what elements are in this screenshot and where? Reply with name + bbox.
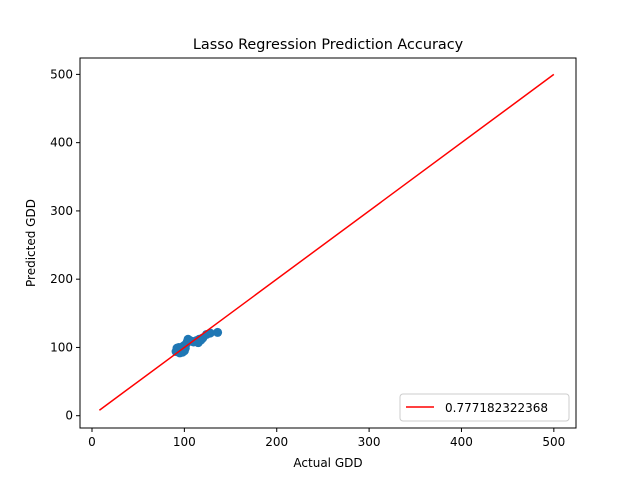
plot-frame	[79, 57, 577, 429]
y-tick-label: 400	[50, 136, 73, 150]
scatter-point	[213, 327, 223, 337]
x-axis-label: Actual GDD	[293, 456, 362, 470]
y-axis: 0 100 200 300 400 500	[50, 67, 80, 423]
x-tick-label: 200	[265, 435, 288, 449]
y-axis-label: Predicted GDD	[24, 199, 38, 287]
x-tick-label: 0	[88, 435, 96, 449]
y-tick-label: 500	[50, 67, 73, 81]
x-axis: 0 100 200 300 400 500	[88, 428, 565, 449]
fit-line-series	[98, 73, 555, 411]
y-tick-label: 100	[50, 340, 73, 354]
y-tick-label: 0	[65, 409, 73, 423]
chart-title: Lasso Regression Prediction Accuracy	[193, 37, 464, 53]
x-tick-label: 100	[173, 435, 196, 449]
legend: 0.777182322368	[399, 393, 570, 422]
x-tick-label: 300	[358, 435, 381, 449]
x-tick-label: 500	[542, 435, 565, 449]
y-tick-label: 200	[50, 272, 73, 286]
y-tick-label: 300	[50, 204, 73, 218]
legend-box	[399, 393, 570, 422]
legend-label: 0.777182322368	[445, 401, 548, 415]
x-tick-label: 400	[450, 435, 473, 449]
fit-line	[98, 73, 555, 411]
